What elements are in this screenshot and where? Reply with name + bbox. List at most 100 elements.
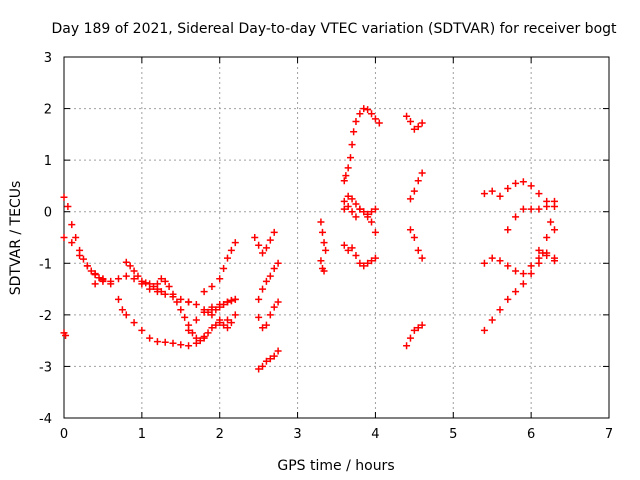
data-point bbox=[95, 274, 103, 282]
data-point bbox=[227, 296, 235, 304]
data-point bbox=[318, 228, 326, 236]
data-point bbox=[266, 236, 274, 244]
data-point bbox=[364, 106, 372, 114]
data-point bbox=[406, 195, 414, 203]
data-point bbox=[344, 203, 352, 211]
data-point bbox=[551, 257, 558, 265]
data-point bbox=[259, 362, 267, 370]
data-point bbox=[535, 259, 543, 267]
data-point bbox=[344, 246, 352, 254]
data-point bbox=[356, 205, 364, 213]
series-segment bbox=[406, 169, 426, 203]
data-point bbox=[320, 267, 328, 275]
data-point bbox=[157, 275, 165, 283]
data-point bbox=[231, 239, 239, 247]
data-point bbox=[519, 270, 527, 278]
series-segment bbox=[535, 218, 558, 257]
data-point bbox=[512, 288, 520, 296]
grid-lines bbox=[64, 57, 609, 418]
data-point bbox=[414, 177, 422, 185]
series-segment bbox=[480, 249, 558, 334]
data-point bbox=[342, 172, 350, 180]
y-tick-label: -2 bbox=[39, 309, 52, 324]
data-point bbox=[371, 254, 379, 262]
series-segment bbox=[255, 298, 282, 332]
data-point bbox=[371, 205, 379, 213]
series-segment bbox=[255, 259, 282, 303]
data-point bbox=[371, 115, 379, 123]
data-point bbox=[60, 193, 68, 201]
data-point bbox=[255, 241, 263, 249]
data-point bbox=[165, 282, 173, 290]
data-point bbox=[212, 306, 220, 314]
data-point bbox=[504, 185, 512, 193]
data-point bbox=[181, 313, 189, 321]
data-point bbox=[375, 119, 383, 127]
y-tick-label: 2 bbox=[44, 103, 52, 118]
x-tick-label: 5 bbox=[449, 427, 457, 442]
data-point bbox=[126, 262, 134, 270]
data-point bbox=[551, 197, 558, 205]
data-point bbox=[418, 321, 426, 329]
data-point bbox=[322, 246, 330, 254]
data-point bbox=[259, 249, 267, 257]
y-tick-label: 3 bbox=[44, 51, 52, 66]
data-point bbox=[138, 277, 146, 285]
data-point bbox=[150, 282, 158, 290]
data-point bbox=[504, 262, 512, 270]
data-point bbox=[360, 262, 368, 270]
series-segment bbox=[60, 329, 70, 339]
data-point bbox=[115, 295, 122, 303]
data-point bbox=[212, 321, 220, 329]
data-point bbox=[340, 177, 348, 185]
data-point bbox=[251, 234, 259, 241]
data-point bbox=[504, 295, 512, 303]
series-segment bbox=[317, 257, 328, 275]
data-point bbox=[231, 295, 239, 303]
series-segment bbox=[200, 239, 239, 296]
data-point bbox=[130, 275, 138, 283]
data-point bbox=[360, 208, 368, 216]
data-point bbox=[266, 355, 274, 363]
data-point bbox=[99, 277, 107, 285]
data-point bbox=[527, 182, 535, 190]
data-point bbox=[173, 298, 181, 306]
data-point bbox=[403, 112, 411, 120]
data-point bbox=[368, 208, 376, 216]
data-point bbox=[208, 282, 216, 290]
data-point bbox=[177, 295, 185, 303]
x-tick-label: 2 bbox=[216, 427, 224, 442]
x-tick-label: 6 bbox=[527, 427, 535, 442]
chart-title: Day 189 of 2021, Sidereal Day-to-day VTE… bbox=[51, 21, 617, 37]
data-point bbox=[535, 190, 543, 198]
data-point bbox=[262, 244, 270, 252]
data-point bbox=[410, 125, 418, 133]
data-point bbox=[547, 218, 555, 226]
data-point bbox=[360, 105, 368, 113]
data-point bbox=[344, 164, 352, 172]
data-point bbox=[224, 316, 231, 324]
data-point bbox=[270, 264, 278, 272]
data-point bbox=[348, 195, 356, 203]
data-point bbox=[216, 275, 224, 283]
data-point bbox=[348, 208, 356, 216]
data-point bbox=[153, 338, 161, 346]
x-tick-label: 1 bbox=[138, 427, 146, 442]
data-point bbox=[368, 218, 376, 226]
series-segment bbox=[185, 298, 239, 332]
series-segment bbox=[403, 112, 426, 133]
data-point bbox=[122, 311, 130, 319]
data-point bbox=[356, 259, 364, 267]
series-segment bbox=[317, 218, 330, 254]
y-axis-label: SDTVAR / TECUs bbox=[8, 181, 24, 296]
data-point bbox=[118, 306, 126, 314]
data-point bbox=[519, 205, 527, 213]
data-point bbox=[488, 254, 496, 262]
data-point bbox=[418, 254, 426, 262]
data-point bbox=[185, 326, 193, 334]
data-point bbox=[352, 200, 360, 208]
data-point bbox=[504, 226, 512, 234]
data-point bbox=[231, 311, 239, 319]
data-point bbox=[259, 324, 267, 332]
